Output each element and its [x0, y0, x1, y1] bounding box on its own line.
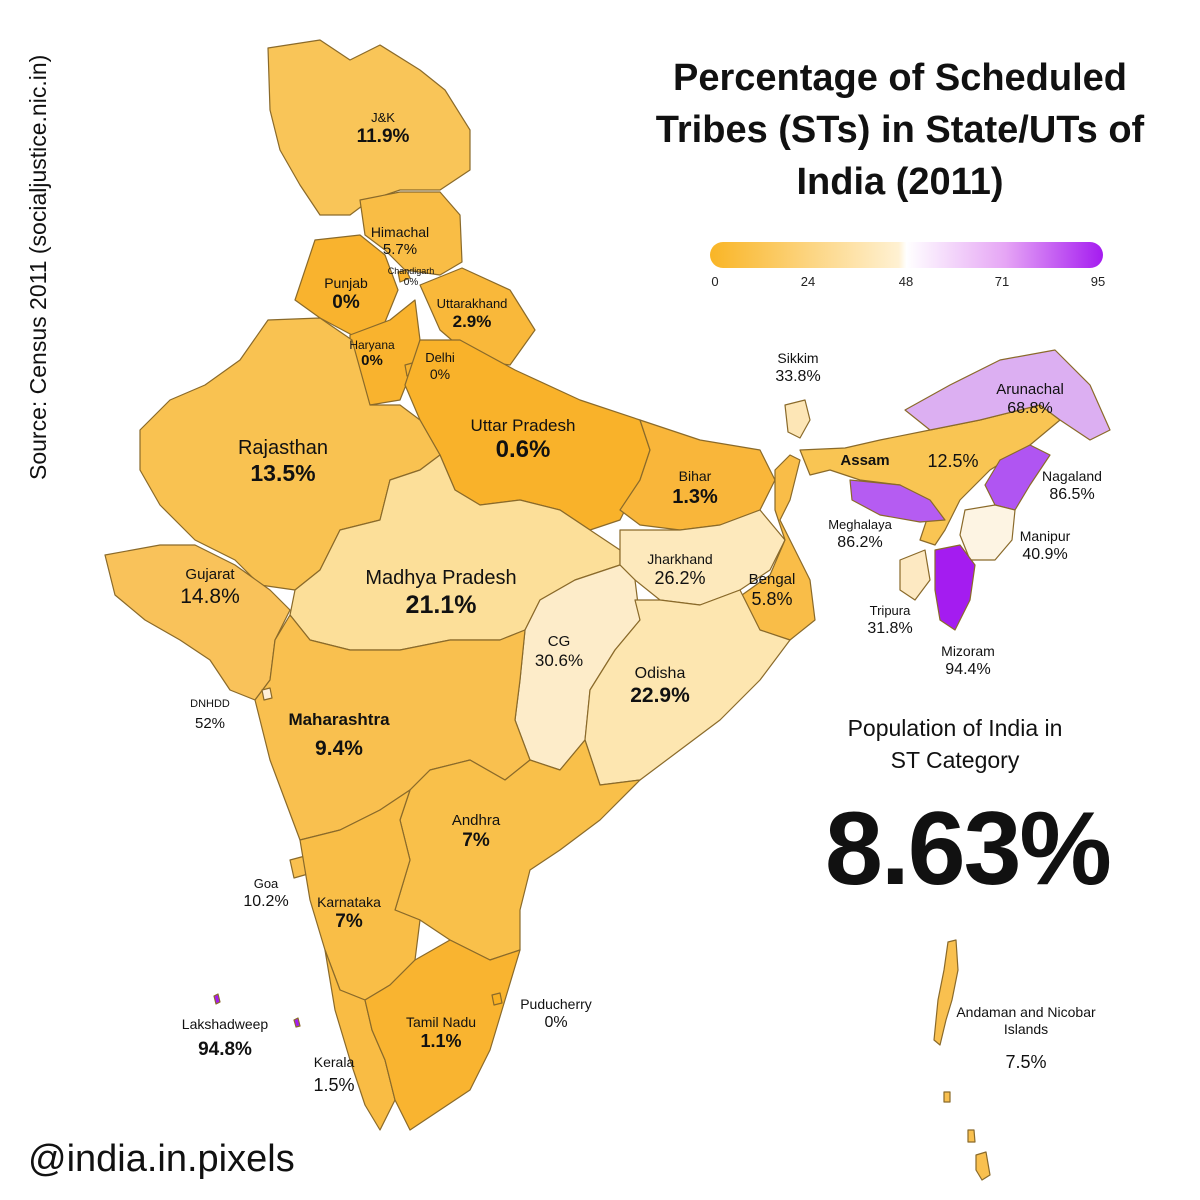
state-himachal[interactable] — [359, 191, 463, 276]
label-tamil-nadu: Tamil Nadu 1.1% — [405, 1014, 477, 1051]
label-puducherry: Puducherry 0% — [520, 996, 592, 1031]
label-karnataka: Karnataka 7% — [317, 894, 381, 932]
label-assam-value: 12.5% — [927, 451, 979, 471]
label-tripura: Tripura 31.8% — [867, 603, 913, 637]
source-note: Source: Census 2011 (socialjustice.nic.i… — [25, 54, 51, 480]
label-madhya-pradesh: Madhya Pradesh 21.1% — [365, 567, 517, 619]
label-meghalaya: Meghalaya 86.2% — [828, 517, 892, 551]
label-jharkhand: Jharkhand 26.2% — [647, 551, 713, 588]
state-meghalaya[interactable] — [849, 479, 946, 523]
label-andaman: Andaman and Nicobar Islands 7.5% — [956, 1004, 1096, 1072]
legend-tick: 24 — [800, 274, 816, 289]
state-odisha[interactable] — [584, 589, 791, 786]
label-cg: CG 30.6% — [534, 633, 584, 670]
map-title: Percentage of Scheduled Tribes (STs) in … — [655, 57, 1145, 203]
label-maharashtra: Maharashtra 9.4% — [288, 710, 390, 761]
state-andaman[interactable] — [933, 939, 991, 1181]
state-nagaland[interactable] — [984, 444, 1051, 511]
state-mizoram[interactable] — [934, 544, 976, 631]
state-bengal[interactable] — [734, 454, 816, 641]
label-arunachal: Arunachal 68.8% — [996, 381, 1064, 417]
legend-tick: 71 — [994, 274, 1010, 289]
state-dnhdd[interactable] — [261, 687, 273, 701]
label-uttar-pradesh: Uttar Pradesh 0.6% — [470, 416, 576, 464]
label-jk: J&K 11.9% — [356, 110, 410, 147]
state-jk[interactable] — [267, 39, 471, 216]
state-sikkim[interactable] — [784, 399, 811, 439]
label-himachal: Himachal 5.7% — [370, 224, 430, 258]
label-gujarat: Gujarat 14.8% — [180, 566, 240, 608]
label-assam-name: Assam — [840, 452, 890, 469]
label-haryana: Haryana 0% — [349, 338, 395, 370]
state-chandigarh[interactable] — [397, 269, 411, 283]
label-manipur: Manipur 40.9% — [1019, 528, 1071, 563]
label-nagaland: Nagaland 86.5% — [1042, 468, 1102, 503]
summary-caption: Population of India in ST Category — [847, 715, 1063, 773]
summary-value: 8.63% — [825, 791, 1112, 907]
state-puducherry[interactable] — [491, 992, 503, 1006]
state-tripura[interactable] — [899, 549, 931, 601]
legend-tick: 48 — [898, 274, 914, 289]
legend-color-scale — [710, 242, 1103, 268]
label-odisha: Odisha 22.9% — [630, 665, 690, 708]
legend-tick: 0 — [711, 274, 719, 289]
label-mizoram: Mizoram 94.4% — [941, 643, 995, 678]
label-rajasthan: Rajasthan 13.5% — [237, 437, 329, 486]
state-arunachal[interactable] — [904, 349, 1111, 441]
label-bihar: Bihar 1.3% — [672, 468, 718, 508]
state-tamil-nadu[interactable] — [364, 939, 521, 1131]
label-dnhdd: DNHDD 52% — [190, 698, 230, 733]
label-uttarakhand: Uttarakhand 2.9% — [436, 296, 508, 331]
label-chandigarh: Chandigarh 0% — [387, 266, 435, 288]
label-delhi: Delhi 0% — [425, 350, 455, 382]
label-sikkim: Sikkim 33.8% — [775, 350, 821, 385]
label-kerala: Kerala 1.5% — [313, 1054, 355, 1095]
label-lakshadweep: Lakshadweep 94.8% — [181, 1016, 269, 1060]
label-goa: Goa 10.2% — [243, 876, 289, 910]
state-lakshadweep[interactable] — [213, 993, 301, 1028]
label-punjab: Punjab 0% — [324, 275, 368, 313]
label-andhra: Andhra 7% — [451, 812, 501, 851]
state-manipur[interactable] — [959, 504, 1016, 561]
author-handle: @india.in.pixels — [28, 1138, 295, 1180]
label-bengal: Bengal 5.8% — [748, 571, 796, 609]
legend-tick: 95 — [1090, 274, 1106, 289]
state-uttarakhand[interactable] — [419, 267, 536, 366]
